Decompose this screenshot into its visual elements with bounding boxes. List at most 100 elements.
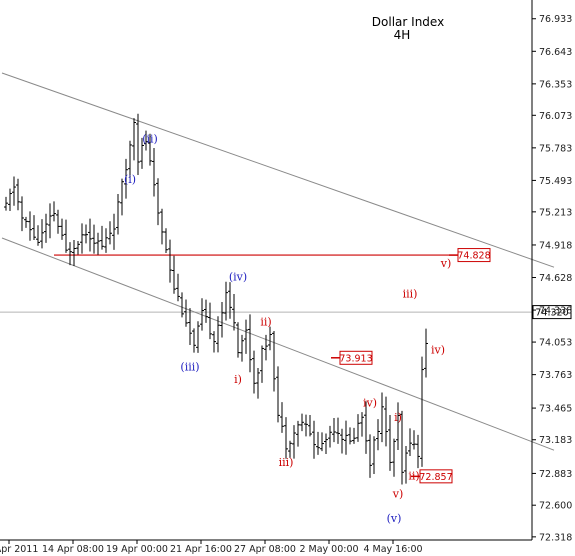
ohlc-bar: [152, 148, 156, 197]
ohlc-bar: [232, 293, 236, 331]
ohlc-bar: [204, 299, 208, 323]
wave-label: iii): [279, 456, 294, 469]
ohlc-bar: [328, 425, 332, 448]
ohlc-bar: [240, 334, 244, 362]
ohlc-bar: [120, 178, 124, 216]
ohlc-bar: [112, 213, 116, 250]
ohlc-bar: [168, 239, 172, 283]
ohlc-bar: [392, 438, 396, 477]
ohlc-bar: [208, 302, 212, 340]
y-tick-label: 76.073: [539, 111, 572, 122]
ohlc-bar: [212, 331, 216, 353]
ohlc-bar: [244, 319, 248, 354]
ohlc-bar: [8, 188, 12, 212]
wave-label: v): [392, 487, 404, 500]
ohlc-bar: [332, 418, 336, 443]
ohlc-bar: [40, 219, 44, 249]
x-tick-label: 4 May 16:00: [363, 544, 422, 555]
wave-labels: (i)(ii)(iii)(iv)(v)i)ii)iii)iv)i)ii)v)ii…: [124, 133, 451, 525]
ohlc-bar: [188, 308, 192, 346]
ohlc-bar: [108, 221, 112, 245]
wave-label: (i): [124, 173, 136, 186]
ohlc-bar: [288, 440, 292, 458]
ohlc-bar: [396, 402, 400, 451]
ohlc-bar: [192, 328, 196, 353]
ohlc-bar: [420, 356, 424, 467]
ohlc-bar: [224, 281, 228, 321]
ohlc-bar: [252, 350, 256, 394]
y-tick-label: 72.600: [539, 501, 572, 512]
ohlc-bar: [280, 402, 284, 433]
y-tick-label: 72.883: [539, 469, 572, 480]
y-tick-label: 74.918: [539, 240, 572, 251]
ohlc-bar: [416, 434, 420, 469]
ohlc-bar: [348, 427, 352, 445]
ohlc-bar: [304, 414, 308, 437]
ohlc-bar: [20, 196, 24, 232]
ohlc-bar: [260, 345, 264, 383]
ohlc-bar: [144, 130, 148, 151]
wave-label: (iv): [229, 271, 247, 284]
ohlc-bar: [216, 316, 220, 353]
ohlc-bar: [368, 434, 372, 478]
ohlc-bar: [404, 446, 408, 484]
ohlc-bar: [364, 401, 368, 454]
ohlc-bar: [316, 431, 320, 455]
ohlc-bar: [76, 241, 80, 255]
y-tick-label: 73.465: [539, 404, 572, 415]
y-tick-label: 75.783: [539, 143, 572, 154]
ohlc-bar: [388, 415, 392, 471]
ohlc-bar: [272, 331, 276, 392]
ohlc-bar: [276, 366, 280, 423]
ohlc-bar: [320, 432, 324, 452]
ohlc-bar: [384, 396, 388, 447]
ohlc-bar: [180, 292, 184, 318]
ohlc-bar: [296, 420, 300, 447]
price-level-marker: 72.857: [411, 469, 453, 484]
ohlc-bar: [300, 413, 304, 432]
ohlc-bar: [92, 224, 96, 254]
wave-label: ii): [260, 316, 271, 329]
ohlc-bar: [220, 302, 224, 338]
ohlc-bar: [424, 328, 428, 378]
ohlc-bar: [308, 414, 312, 437]
ohlc-bar: [160, 208, 164, 245]
wave-label: i): [234, 373, 242, 386]
ohlc-bar: [248, 314, 252, 373]
ohlc-bar: [268, 326, 272, 351]
ohlc-bar: [408, 428, 412, 457]
ohlc-bar: [264, 334, 268, 361]
ohlc-bar: [412, 430, 416, 450]
last-price-marker: 74.320: [532, 305, 572, 320]
y-tick-label: 73.183: [539, 435, 572, 446]
ohlc-bar: [24, 216, 28, 228]
svg-text:74.828: 74.828: [457, 251, 490, 262]
svg-text:73.913: 73.913: [339, 353, 372, 364]
chart-title: Dollar Index: [372, 15, 444, 29]
ohlc-bar: [32, 215, 36, 240]
y-tick-label: 75.493: [539, 176, 572, 187]
ohlc-bar: [324, 433, 328, 454]
ohlc-bar: [28, 211, 32, 241]
ohlc-bar: [292, 425, 296, 459]
ohlc-bar: [52, 201, 56, 222]
ohlc-bar: [284, 417, 288, 459]
ohlc-bar: [228, 282, 232, 319]
ohlc-bar: [256, 368, 260, 399]
y-tick-label: 74.338: [539, 306, 572, 317]
svg-text:72.857: 72.857: [419, 472, 452, 483]
wave-label: v): [440, 257, 452, 270]
ohlc-bar: [400, 410, 404, 485]
ohlc-bar: [56, 209, 60, 234]
ohlc-bar: [12, 176, 16, 206]
wave-label: iv): [363, 396, 377, 409]
wave-label: (ii): [142, 133, 158, 146]
ohlc-bar: [360, 412, 364, 437]
ohlc-bar: [336, 417, 340, 444]
ohlc-bar: [16, 178, 20, 211]
ohlc-bar: [176, 273, 180, 302]
y-tick-label: 74.628: [539, 273, 572, 284]
ohlc-bar: [36, 225, 40, 246]
chart-timeframe: 4H: [394, 28, 411, 42]
